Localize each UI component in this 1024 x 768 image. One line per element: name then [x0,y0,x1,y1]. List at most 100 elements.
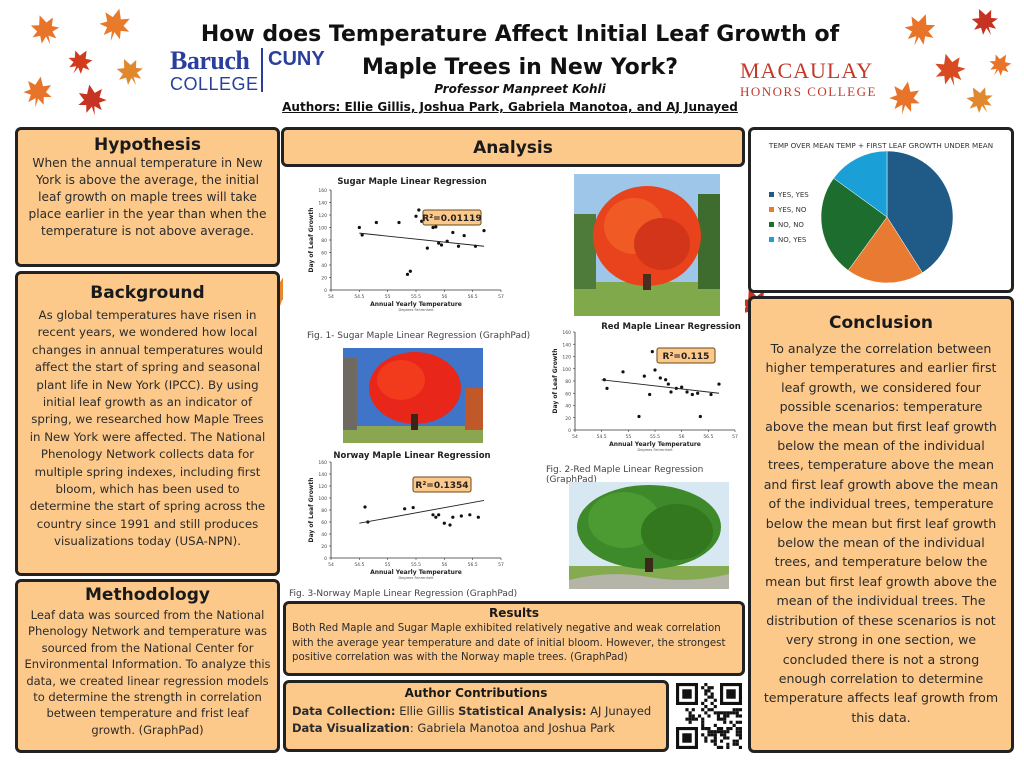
pie-slice [847,216,923,284]
y-tick-label: 140 [318,201,327,207]
qr-module [738,727,742,731]
logo-divider [261,48,263,92]
analysis-content: Sugar Maple Linear Regression 0 20 40 60 80 10… [283,168,745,600]
chart-title: Norway Maple Linear Regression [333,451,490,461]
data-point [696,391,700,395]
methodology-panel: Methodology Leaf data was sourced from t… [15,579,280,753]
qr-module [707,714,711,718]
data-point [431,225,435,230]
pie-slice [886,150,954,274]
data-point [621,370,625,374]
x-tick-label: 56 [679,434,685,440]
qr-module [716,745,720,749]
qr-module [713,705,717,709]
qr-module [713,730,717,734]
qr-module [716,727,720,731]
background-heading: Background [90,283,205,303]
results-heading: Results [488,606,540,620]
data-point [680,385,684,389]
qr-module [720,739,724,743]
x-tick-label: 55.5 [650,434,660,440]
qr-module [716,717,720,721]
x-axis-label: Annual Yearly Temperature [370,301,462,308]
contributions-body: Data Collection: Ellie Gillis Statistica… [286,700,666,740]
qr-module [726,730,730,734]
fig3-caption: Fig. 3-Norway Maple Linear Regression (G… [289,589,518,599]
x-tick-label: 54.5 [354,294,364,300]
regression-line [359,232,485,247]
qr-module [710,730,714,734]
y-tick-label: 40 [321,532,327,538]
qr-module [713,739,717,743]
x-tick-label: 55 [385,562,391,568]
cuny-logo-text: CUNY [268,48,325,70]
hypothesis-heading: Hypothesis [94,135,201,155]
qr-module [691,717,695,721]
x-tick-label: 57 [498,294,504,300]
x-tick-label: 56 [441,562,447,568]
baruch-college-text: COLLEGE [170,74,259,94]
qr-module [701,708,705,712]
qr-module [701,720,705,724]
qr-module [704,698,708,702]
x-tick-label: 54.5 [597,434,607,440]
qr-module [732,742,736,746]
qr-code[interactable] [676,683,742,749]
qr-module [710,708,714,712]
norway-maple-chart: Norway Maple Linear Regression 0 20 40 60 80 1… [308,451,504,580]
results-panel: Results Both Red Maple and Sugar Maple e… [283,601,745,676]
qr-module [735,727,739,731]
data-point [408,269,412,273]
conclusion-heading: Conclusion [829,313,933,333]
legend-swatch [769,237,774,242]
methodology-text: Leaf data was sourced from the National … [24,608,271,737]
qr-module [738,745,742,749]
x-tick-label: 56 [441,294,447,300]
data-point [698,414,702,419]
y-tick-label: 40 [565,404,571,410]
r-squared-label: R²=0.115 [663,352,710,362]
qr-module [707,708,711,712]
conclusion-text: To analyze the correlation between highe… [763,341,999,725]
data-point [434,225,438,229]
maple-leaf-icon [21,74,55,110]
y-tick-label: 0 [324,288,327,294]
data-point [439,243,444,247]
maple-leaf-icon [95,4,135,46]
data-point [666,382,670,386]
qr-module [732,711,736,715]
data-point [448,523,452,527]
hypothesis-panel: Hypothesis When the annual temperature i… [15,127,280,267]
x-tick-label: 55 [625,434,631,440]
y-tick-label: 120 [562,355,571,361]
maple-leaf-icon [984,49,1016,81]
maple-leaf-icon [62,44,98,80]
maple-leaf-icon [961,80,999,120]
qr-module [720,745,724,749]
x-tick-label: 54.5 [354,562,364,568]
y-tick-label: 100 [318,226,327,232]
pie-slice [833,150,888,218]
qr-module [720,727,724,731]
x-tick-label: 56.5 [703,434,713,440]
y-tick-label: 20 [321,276,327,282]
data-point [431,513,435,517]
qr-module [707,689,711,693]
qr-module [704,739,708,743]
baruch-cuny-logo: Baruch COLLEGE CUNY [170,46,325,96]
qr-module [738,736,742,740]
data-point [437,241,441,245]
qr-module [738,708,742,712]
x-axis-sublabel: Degrees Fahrenheit [398,576,434,580]
data-point [456,244,461,248]
authors-line: Authors: Ellie Gillis, Joshua Park, Gabr… [282,100,738,114]
qr-module [688,720,692,724]
data-point [685,390,689,394]
data-viz-label: Data Visualization [292,721,410,735]
data-point [451,230,455,235]
qr-module [713,711,717,715]
data-point [417,208,421,212]
qr-module [723,720,727,724]
qr-module [716,730,720,734]
qr-module [738,714,742,718]
